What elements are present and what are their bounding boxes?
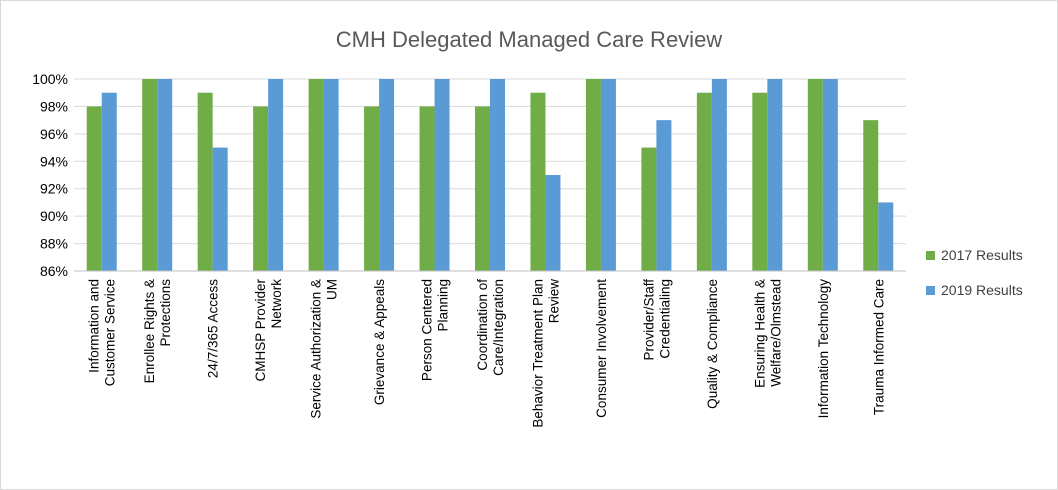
y-tick-label: 94% [40, 153, 68, 169]
bars [86, 79, 894, 272]
category-label-line: Network [269, 279, 284, 329]
category-label-line: Quality & Compliance [705, 279, 720, 409]
category-label: Consumer Involvement [594, 279, 609, 418]
bar-2019 [268, 79, 284, 271]
y-tick-label: 88% [40, 236, 68, 252]
legend-label: 2017 Results [941, 247, 1023, 263]
category-label: Provider/StaffCredentialing [641, 279, 672, 361]
bar-2019 [656, 120, 672, 272]
category-label-line: Care/Integration [491, 279, 506, 376]
bar-2017 [419, 106, 435, 271]
bar-2019 [878, 202, 894, 271]
bar-2019 [545, 175, 561, 271]
y-tick-label: 86% [40, 263, 68, 279]
y-tick-label: 96% [40, 126, 68, 142]
legend-swatch [926, 251, 935, 260]
category-label-line: Information Technology [816, 279, 831, 419]
category-label-line: Service Authorization & [309, 279, 324, 419]
category-label: Person CenteredPlanning [420, 279, 451, 381]
category-label: Enrollee Rights &Protections [142, 279, 173, 384]
bar-2019 [767, 79, 783, 271]
bar-2019 [822, 79, 838, 271]
category-label-line: Planning [436, 279, 451, 332]
bar-2017 [197, 92, 213, 271]
bar-2019 [434, 79, 450, 271]
category-label-line: Information and [87, 279, 102, 373]
bar-2017 [530, 92, 546, 271]
bar-2017 [641, 147, 657, 271]
y-tick-label: 92% [40, 181, 68, 197]
bar-2017 [585, 79, 601, 271]
category-label-line: Consumer Involvement [594, 279, 609, 418]
category-label: 24/7/365 Access [206, 279, 221, 378]
category-label-line: 24/7/365 Access [206, 279, 221, 378]
category-label-line: Welfare/Olmstead [768, 279, 783, 387]
bar-2017 [863, 120, 879, 272]
legend: 2017 Results 2019 Results [926, 247, 1023, 298]
bar-2019 [157, 79, 173, 271]
category-label: Information Technology [816, 279, 831, 419]
bar-2019 [600, 79, 616, 271]
category-label: Grievance & Appeals [372, 279, 387, 405]
category-label: Quality & Compliance [705, 279, 720, 409]
y-axis-ticks: 86% 88% 90% 92% 94% 96% 98% 100% [32, 71, 68, 279]
category-label: CMHSP ProviderNetwork [253, 278, 284, 381]
bar-2017 [752, 92, 768, 271]
bar-2017 [475, 106, 490, 271]
category-label-line: Trauma Informed Care [871, 279, 886, 415]
category-label-line: Protections [158, 279, 173, 347]
y-tick-label: 98% [40, 98, 68, 114]
bar-2019 [711, 79, 727, 271]
category-label-line: Grievance & Appeals [372, 279, 387, 405]
bar-2017 [86, 106, 102, 271]
category-label-line: Ensuring Health & [752, 279, 767, 388]
category-label-line: Credentialing [657, 279, 672, 359]
bar-2017 [142, 79, 158, 271]
bar-2017 [696, 92, 712, 271]
category-label: Information andCustomer Service [87, 279, 118, 386]
bar-2017 [308, 79, 324, 271]
y-tick-label: 100% [32, 71, 68, 87]
bar-2017 [253, 106, 269, 271]
legend-swatch [926, 286, 935, 295]
bar-2017 [364, 106, 380, 271]
legend-label: 2019 Results [941, 282, 1023, 298]
category-label: Behavior Treatment PlanReview [530, 279, 561, 428]
bar-2019 [323, 79, 339, 271]
category-labels: Information andCustomer Service Enrollee … [87, 278, 887, 427]
category-label-line: CMHSP Provider [253, 278, 268, 381]
bar-2019 [212, 147, 228, 271]
category-label-line: Review [546, 279, 561, 324]
category-label: Ensuring Health &Welfare/Olmstead [752, 279, 783, 388]
chart-title: CMH Delegated Managed Care Review [336, 27, 723, 52]
category-label-line: Coordination of [475, 279, 490, 371]
bar-2017 [807, 79, 823, 271]
category-label-line: Provider/Staff [641, 279, 656, 361]
bar-2019 [379, 79, 395, 271]
category-label: Trauma Informed Care [871, 279, 886, 415]
category-label: Service Authorization &UM [309, 279, 340, 419]
category-label-line: Enrollee Rights & [142, 279, 157, 383]
category-label-line: Customer Service [103, 279, 118, 386]
category-label-line: UM [325, 279, 340, 300]
bar-2019 [490, 79, 505, 271]
category-label-line: Person Centered [420, 279, 435, 381]
y-tick-label: 90% [40, 208, 68, 224]
category-label: Coordination ofCare/Integration [475, 279, 506, 376]
category-label-line: Behavior Treatment Plan [530, 279, 545, 428]
bar-2019 [101, 92, 117, 271]
